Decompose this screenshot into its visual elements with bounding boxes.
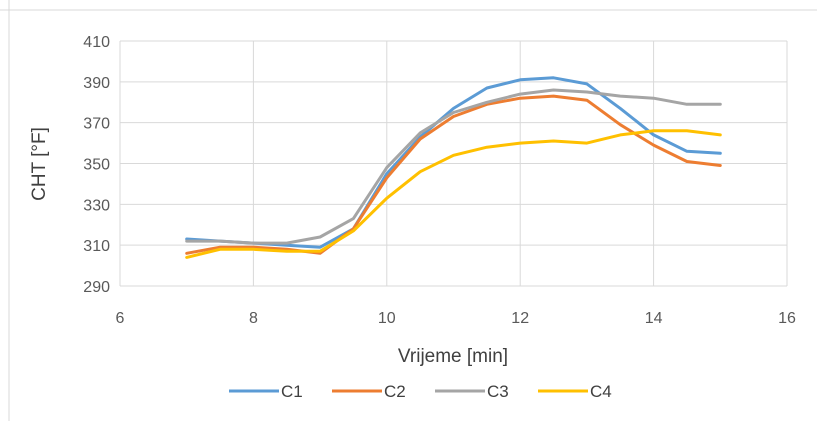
x-tick-label: 6 <box>116 310 125 327</box>
legend-label-c4: C4 <box>590 382 612 401</box>
x-tick-label: 8 <box>249 310 258 327</box>
series-line-c2 <box>185 94 722 255</box>
y-tick-label: 330 <box>83 197 110 214</box>
x-tick-label: 12 <box>511 310 529 327</box>
series-lines <box>185 76 722 259</box>
series-line-c3 <box>185 88 722 245</box>
y-tick-label: 390 <box>83 75 110 92</box>
tick-labels: 290 310 330 350 370 390 410 6 8 10 12 14 16 <box>83 34 796 327</box>
y-tick-label: 370 <box>83 116 110 133</box>
y-tick-label: 350 <box>83 157 110 174</box>
legend-label-c3: C3 <box>487 382 509 401</box>
y-tick-label: 410 <box>83 34 110 51</box>
y-tick-label: 310 <box>83 238 110 255</box>
x-tick-label: 10 <box>378 310 396 327</box>
series-line-c4 <box>185 129 722 259</box>
gridlines <box>119 40 788 287</box>
x-axis-title: Vrijeme [min] <box>398 346 508 367</box>
x-tick-label: 14 <box>645 310 663 327</box>
legend-label-c2: C2 <box>384 382 406 401</box>
y-axis-title: CHT [°F] <box>29 127 50 201</box>
y-tick-label: 290 <box>83 279 110 296</box>
legend-label-c1: C1 <box>281 382 303 401</box>
x-tick-label: 16 <box>778 310 796 327</box>
legend: C1 C2 C3 C4 <box>229 382 612 401</box>
